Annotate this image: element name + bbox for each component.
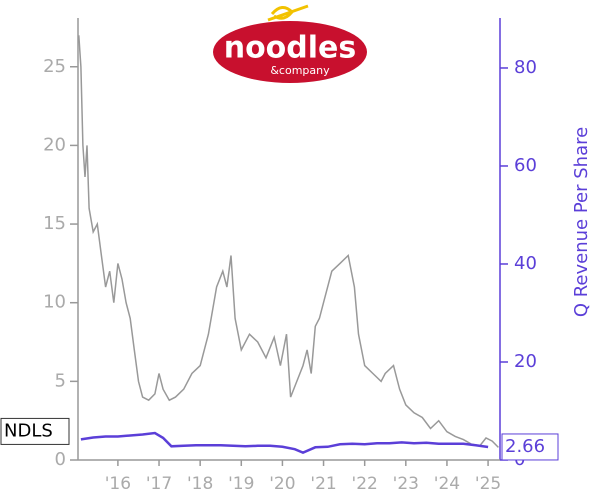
- y-tick-label: 5: [55, 370, 66, 391]
- series-line: [80, 431, 489, 454]
- ticker-label: NDLS: [4, 420, 53, 441]
- y-tick-label: 10: [43, 292, 66, 313]
- logo-tagline: &company: [270, 64, 330, 77]
- x-tick-label: '23: [393, 474, 419, 494]
- y-tick-label: 20: [43, 134, 66, 155]
- ticker-box: [0, 417, 70, 445]
- y2-tick-label: 60: [514, 155, 537, 176]
- x-tick-label: '20: [269, 474, 295, 494]
- x-tick-label: '24: [434, 474, 460, 494]
- x-tick-label: '17: [146, 474, 172, 494]
- x-tick-label: '18: [187, 474, 213, 494]
- logo-icon: [267, 4, 309, 22]
- x-tick-label: '21: [310, 474, 336, 494]
- last-value-label: 2.66: [505, 436, 545, 457]
- y2-tick-label: 80: [514, 57, 537, 78]
- logo: noodles &company: [213, 4, 367, 83]
- x-tick-label: '19: [228, 474, 254, 494]
- y-tick-label: 0: [55, 449, 66, 470]
- x-tick-label: '25: [475, 474, 501, 494]
- series-line: [78, 35, 499, 448]
- y2-tick-label: 20: [514, 351, 537, 372]
- logo-badge: [213, 21, 367, 83]
- y-tick-label: 15: [43, 213, 66, 234]
- last-value-box: [501, 433, 559, 461]
- y2-tick-label: 40: [514, 253, 537, 274]
- x-tick-label: '16: [105, 474, 131, 494]
- y2-axis-label: Q Revenue Per Share: [571, 127, 592, 317]
- x-tick-label: '22: [352, 474, 378, 494]
- logo-text: noodles: [224, 31, 357, 66]
- y-tick-label: 25: [43, 56, 66, 77]
